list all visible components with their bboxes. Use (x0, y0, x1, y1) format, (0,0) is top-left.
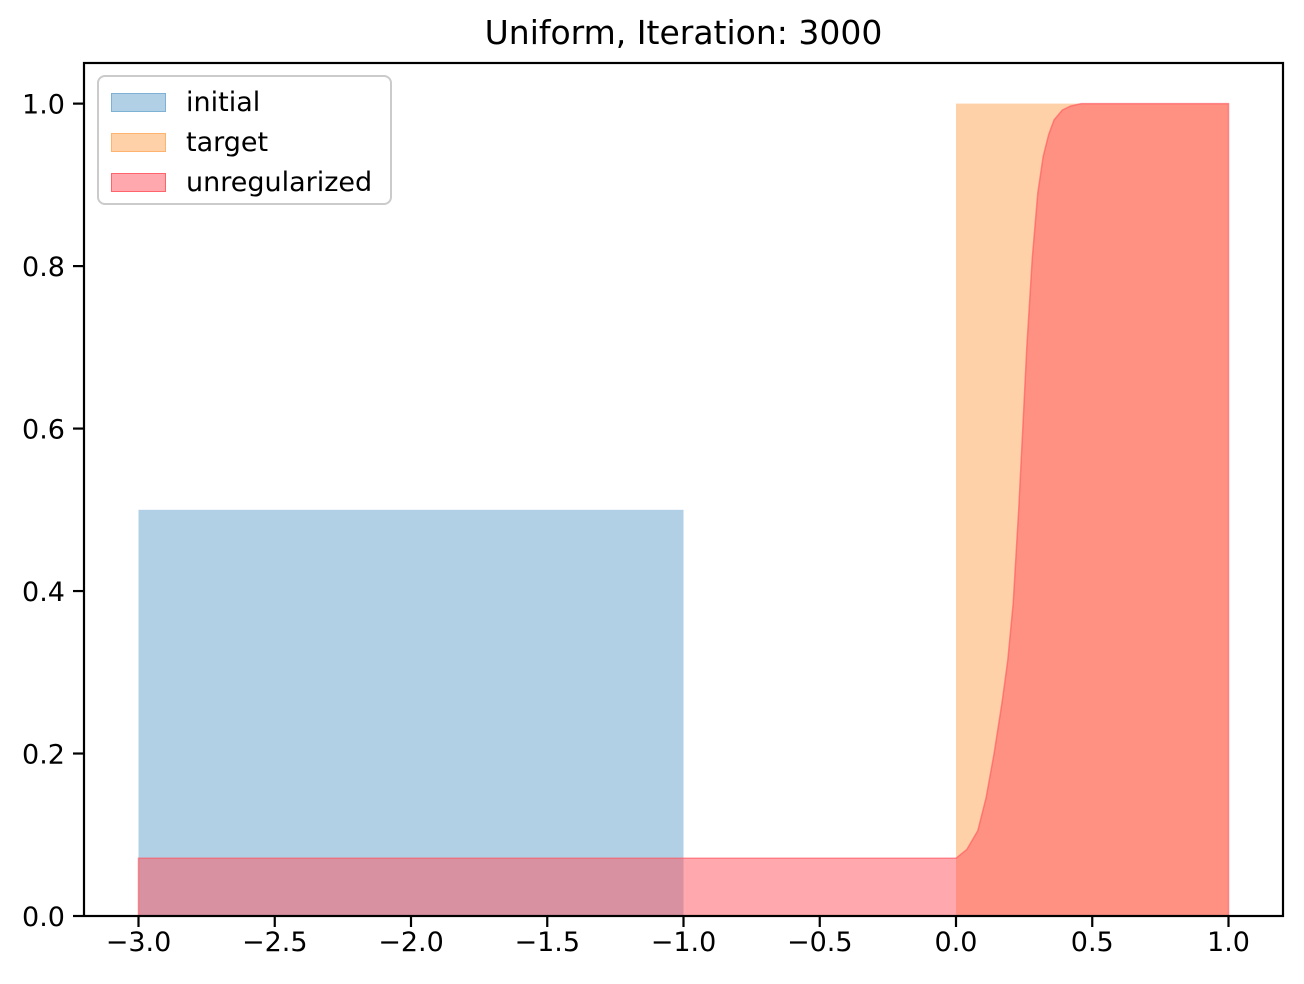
plot-border (82, 61, 1285, 918)
area-unregularized (137, 102, 1230, 917)
y-tick-label: 0.4 (22, 577, 65, 608)
x-tick-label: −2.0 (378, 927, 444, 958)
y-tick-label: 0.0 (22, 902, 65, 933)
unregularized-swatch-icon (111, 172, 166, 192)
x-tick-label: 0.5 (1071, 927, 1114, 958)
x-tick-label: 1.0 (1207, 927, 1250, 958)
initial-swatch-icon (111, 92, 166, 112)
chart-title: Uniform, Iteration: 3000 (484, 13, 883, 52)
x-tick-label: −1.0 (651, 927, 717, 958)
legend-item-unregularized: unregularized (111, 162, 390, 202)
y-tick-label: 0.8 (22, 252, 65, 283)
y-tick-label: 0.2 (22, 740, 65, 771)
x-tick-label: 0.0 (935, 927, 978, 958)
x-tick-label: −3.0 (106, 927, 172, 958)
target-swatch-icon (111, 132, 166, 152)
y-tick-label: 0.6 (22, 415, 65, 446)
legend-label: target (186, 126, 269, 158)
x-tick-label: −2.5 (242, 927, 308, 958)
legend-label: unregularized (186, 166, 373, 198)
legend-label: initial (186, 86, 261, 118)
legend-item-initial: initial (111, 82, 390, 122)
legend-item-target: target (111, 122, 390, 162)
area-initial (138, 509, 684, 916)
legend: initial target unregularized (97, 75, 392, 205)
y-tick-label: 1.0 (22, 90, 65, 121)
x-tick-label: −0.5 (787, 927, 853, 958)
x-tick-label: −1.5 (514, 927, 580, 958)
